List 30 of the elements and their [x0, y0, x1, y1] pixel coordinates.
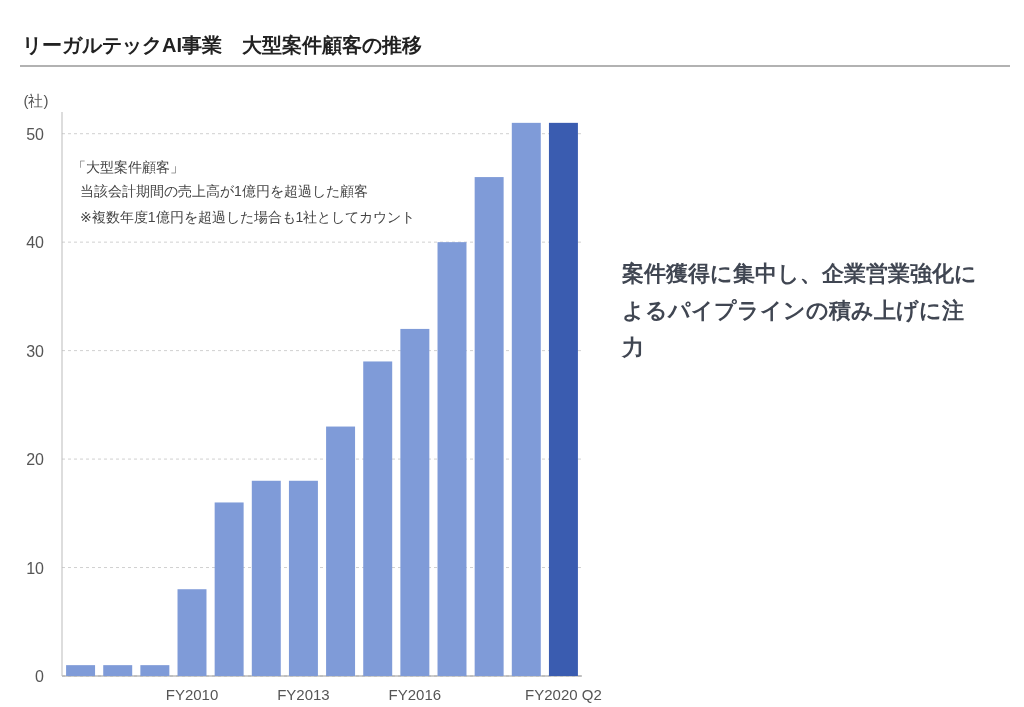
y-tick-label: 40 — [26, 234, 45, 252]
x-tick-label: FY2013 — [277, 686, 330, 703]
bar — [511, 122, 541, 676]
y-tick-label: 50 — [26, 125, 45, 143]
bar — [214, 502, 244, 676]
bar — [548, 122, 578, 676]
x-tick-label: FY2016 — [388, 686, 442, 703]
y-tick-label: 10 — [26, 559, 45, 577]
x-tick-label: FY2010 — [165, 686, 219, 703]
bar — [66, 665, 96, 676]
bar — [363, 361, 393, 676]
annotation: 当該会計期間の売上高が1億円を超過した顧客 — [80, 183, 368, 199]
bar — [474, 177, 504, 676]
y-tick-label: 0 — [35, 668, 45, 685]
x-tick-label: FY2020 Q2 — [525, 686, 602, 703]
annotation: ※複数年度1億円を超過した場合も1社としてカウント — [80, 209, 416, 225]
text: 案件獲得に集中し、企業営業強化によるパイプラインの積み上げに注力 — [622, 260, 978, 362]
bar — [437, 242, 467, 676]
bar — [326, 426, 356, 676]
bar — [103, 665, 133, 676]
bar — [400, 328, 430, 676]
bar — [288, 480, 318, 676]
bar — [177, 589, 207, 676]
y-tick-label: 20 — [26, 451, 45, 469]
bar — [140, 665, 170, 676]
y-tick-label: 30 — [26, 342, 45, 360]
chart-title: リーガルテックAI事業 大型案件顧客の推移 — [22, 34, 422, 56]
bar — [251, 480, 281, 676]
annotation: 「大型案件顧客」 — [72, 159, 184, 175]
y-axis-title: (社) — [23, 92, 49, 109]
